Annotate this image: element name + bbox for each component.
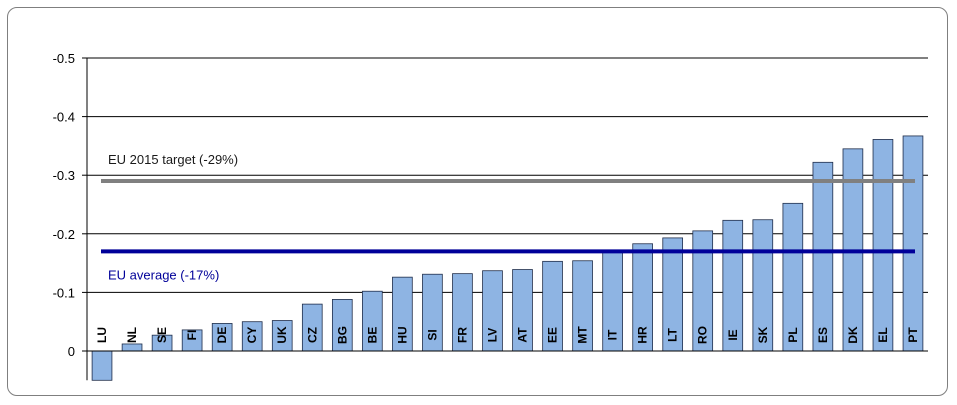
- category-label: AT: [516, 327, 530, 343]
- bar-pt: [902, 135, 924, 352]
- category-label: PL: [786, 327, 800, 342]
- category-label: LT: [666, 327, 680, 341]
- y-tick-label: 0: [68, 344, 75, 359]
- category-label: DK: [846, 326, 860, 344]
- y-tick-label: -0.1: [53, 285, 75, 300]
- category-label: SK: [756, 326, 770, 343]
- category-label: ES: [816, 327, 830, 343]
- category-labels: LU NL SE FI DE CY UK CZ BG BE HU SI FR LV AT EE MT IT HR LT…: [95, 326, 920, 344]
- category-label: CZ: [305, 327, 319, 343]
- reference-lines: EU 2015 target (-29%) EU average (-17%): [101, 152, 915, 282]
- y-tick-label: -0.5: [53, 51, 75, 66]
- category-label: RO: [696, 326, 710, 344]
- category-label: UK: [275, 326, 289, 344]
- category-label: SE: [155, 327, 169, 343]
- category-label: MT: [576, 326, 590, 344]
- category-label: FI: [185, 330, 199, 341]
- reference-line-label: EU average (-17%): [108, 267, 219, 282]
- category-label: HR: [636, 326, 650, 344]
- category-label: CY: [245, 327, 259, 344]
- category-label: HU: [395, 326, 409, 343]
- category-label: EL: [876, 327, 890, 342]
- category-label: SI: [425, 329, 439, 340]
- category-label: EE: [546, 327, 560, 343]
- bar-nl: [121, 343, 143, 352]
- y-axis: -0.5 -0.4 -0.3 -0.2 -0.1 0: [53, 51, 88, 381]
- category-label: FR: [455, 327, 469, 343]
- y-tick-label: -0.2: [53, 227, 75, 242]
- bar-lu: [91, 350, 113, 381]
- category-label: LU: [95, 327, 109, 343]
- y-tick-label: -0.4: [53, 110, 75, 125]
- bars: [87, 135, 928, 381]
- category-label: IT: [606, 329, 620, 340]
- category-label: BE: [365, 327, 379, 344]
- category-label: LV: [485, 328, 499, 342]
- category-label: PT: [906, 327, 920, 343]
- category-label: DE: [215, 327, 229, 344]
- category-label: BG: [335, 326, 349, 344]
- y-tick-label: -0.3: [53, 168, 75, 183]
- reference-line-label: EU 2015 target (-29%): [108, 152, 238, 167]
- category-label: NL: [125, 327, 139, 343]
- bar-el: [872, 139, 894, 352]
- bar-es: [812, 161, 834, 352]
- category-label: IE: [726, 329, 740, 340]
